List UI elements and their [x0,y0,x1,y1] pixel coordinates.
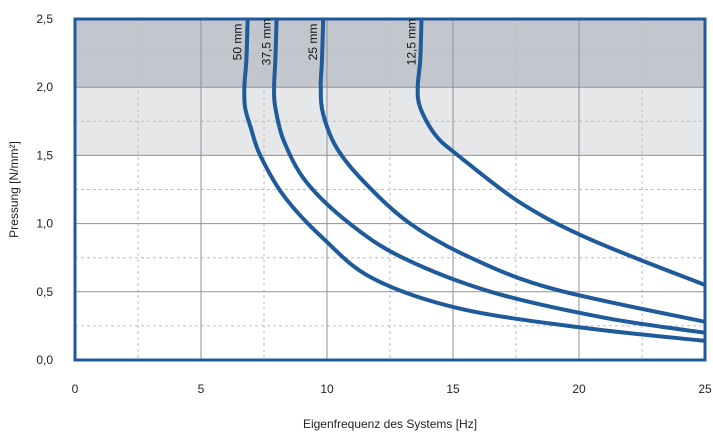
y-tick-label: 1,0 [36,217,53,231]
series-line-0 [242,19,705,343]
y-tick-labels: 0,0 0,5 1,0 1,5 2,0 2,5 [36,12,53,367]
y-tick-label: 0,0 [36,353,53,367]
grid-lines [75,19,705,360]
series-line-3 [415,19,705,287]
x-tick-labels: 0 5 10 15 20 25 [72,382,712,396]
series-label: 12,5 mm [405,19,419,66]
x-tick-label: 25 [698,382,712,396]
x-tick-label: 10 [320,382,334,396]
x-tick-label: 0 [72,382,79,396]
series-label: 37,5 mm [260,19,274,66]
x-tick-label: 15 [446,382,460,396]
y-tick-label: 1,5 [36,148,53,162]
y-tick-label: 0,5 [36,285,53,299]
series-lines [242,19,705,343]
series-line-1 [272,19,705,335]
plot-frame [73,17,707,362]
x-tick-label: 20 [572,382,586,396]
x-tick-label: 5 [198,382,205,396]
series-labels: 50 mm 37,5 mm 25 mm 12,5 mm [231,19,419,66]
y-axis-label: Pressung [N/mm²] [7,141,21,238]
series-label: 50 mm [231,24,245,61]
y-tick-label: 2,5 [36,12,53,26]
series-label: 25 mm [306,24,320,61]
y-tick-label: 2,0 [36,80,53,94]
x-axis-label: Eigenfrequenz des Systems [Hz] [303,417,477,431]
series-line-2 [318,19,705,324]
